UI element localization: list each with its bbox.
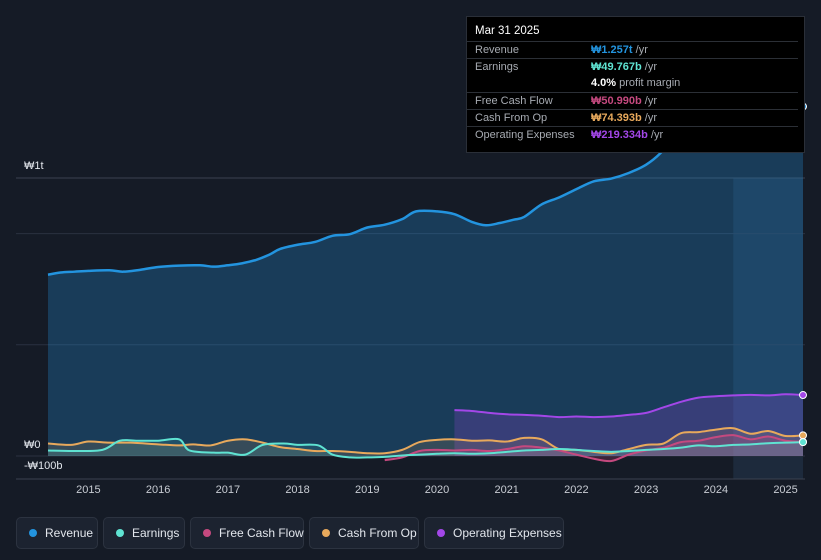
x-tick-label: 2023 bbox=[633, 484, 659, 496]
series-area-revenue bbox=[48, 106, 803, 456]
tooltip-label: Revenue bbox=[475, 44, 520, 56]
legend-dot-icon bbox=[29, 529, 37, 537]
series-line-fcf bbox=[384, 434, 804, 463]
series-endpoint-earnings bbox=[799, 438, 807, 447]
y-label-bottom: -₩100b bbox=[24, 460, 63, 472]
series-endpoint-cfo bbox=[799, 431, 807, 440]
y-label-zero: ₩0 bbox=[24, 439, 41, 451]
tooltip-label: Earnings bbox=[475, 61, 519, 73]
tooltip-margin: 4.0% profit margin bbox=[591, 77, 681, 89]
series-line-opex bbox=[454, 393, 804, 419]
legend-label: Revenue bbox=[45, 526, 94, 540]
tooltip-value: ₩219.334b /yr bbox=[591, 129, 664, 141]
series-line-earnings bbox=[47, 437, 804, 459]
tooltip-label: Cash From Op bbox=[475, 112, 548, 124]
x-tick-label: 2018 bbox=[285, 484, 310, 496]
legend-item-fcf[interactable]: Free Cash Flow bbox=[190, 517, 304, 549]
series-endpoint-opex bbox=[799, 391, 807, 400]
series-area-opex bbox=[454, 394, 803, 456]
tooltip-label: Free Cash Flow bbox=[475, 95, 553, 107]
legend-dot-icon bbox=[322, 529, 330, 537]
tooltip-date: Mar 31 2025 bbox=[475, 25, 540, 37]
series-line-cfo bbox=[47, 427, 804, 455]
y-label-top: ₩1t bbox=[24, 160, 44, 172]
x-tick-label: 2025 bbox=[773, 484, 798, 496]
legend-dot-icon bbox=[203, 529, 211, 537]
x-tick-label: 2022 bbox=[564, 484, 589, 496]
tooltip-value: ₩50.990b /yr bbox=[591, 95, 658, 107]
legend-label: Free Cash Flow bbox=[219, 526, 304, 540]
tooltip-row-earnings: Earnings ₩49.767b /yr bbox=[467, 58, 798, 75]
tooltip-row-revenue: Revenue ₩1.257t /yr bbox=[467, 41, 798, 58]
tooltip-row-fcf: Free Cash Flow ₩50.990b /yr bbox=[467, 92, 798, 109]
x-tick-label: 2019 bbox=[355, 484, 380, 496]
legend-label: Operating Expenses bbox=[453, 526, 562, 540]
legend-item-opex[interactable]: Operating Expenses bbox=[424, 517, 564, 549]
tooltip-row-margin: 4.0% profit margin bbox=[467, 75, 798, 92]
series-area-cfo bbox=[48, 428, 803, 456]
x-tick-label: 2016 bbox=[145, 484, 171, 496]
x-tick-label: 2024 bbox=[703, 484, 729, 496]
legend-dot-icon bbox=[437, 529, 445, 537]
x-tick-label: 2015 bbox=[76, 484, 101, 496]
tooltip-row-opex: Operating Expenses ₩219.334b /yr bbox=[467, 126, 798, 143]
tooltip: Mar 31 2025 Revenue ₩1.257t /yr Earnings… bbox=[466, 16, 805, 153]
x-tick-label: 2017 bbox=[215, 484, 241, 496]
legend-item-earnings[interactable]: Earnings bbox=[103, 517, 185, 549]
legend-label: Cash From Op bbox=[338, 526, 417, 540]
legend-dot-icon bbox=[116, 529, 124, 537]
tooltip-value: ₩1.257t /yr bbox=[591, 44, 648, 56]
tooltip-row-cfo: Cash From Op ₩74.393b /yr bbox=[467, 109, 798, 126]
tooltip-value: ₩74.393b /yr bbox=[591, 112, 658, 124]
x-tick-label: 2020 bbox=[424, 484, 450, 496]
x-tick-label: 2021 bbox=[494, 484, 519, 496]
legend-item-cfo[interactable]: Cash From Op bbox=[309, 517, 419, 549]
tooltip-label: Operating Expenses bbox=[475, 129, 575, 141]
forecast-region bbox=[733, 178, 803, 479]
tooltip-value: ₩49.767b /yr bbox=[591, 61, 658, 73]
legend-item-revenue[interactable]: Revenue bbox=[16, 517, 98, 549]
legend-label: Earnings bbox=[132, 526, 180, 540]
